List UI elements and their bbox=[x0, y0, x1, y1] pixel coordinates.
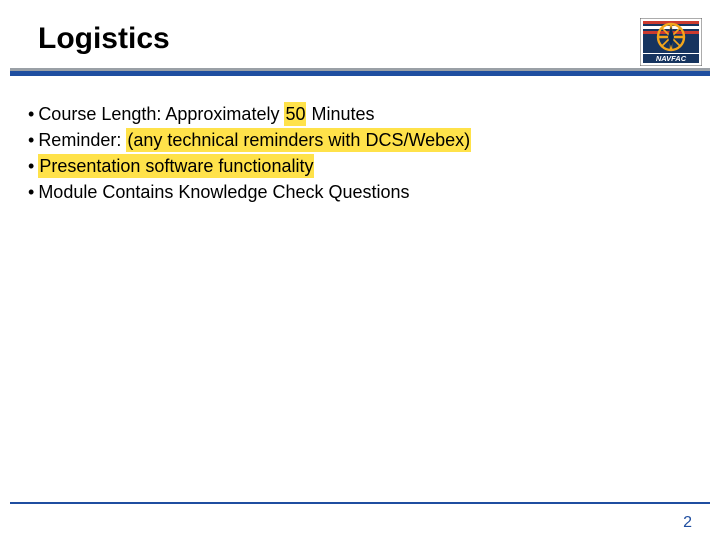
page-title: Logistics bbox=[38, 22, 170, 56]
bullet-dot-icon: • bbox=[28, 154, 38, 178]
bullet-highlight: Presentation software functionality bbox=[38, 154, 314, 178]
bullet-text: Course Length: Approximately bbox=[38, 102, 284, 126]
bullet-item: • Course Length: Approximately 50 Minute… bbox=[28, 102, 690, 126]
bullet-dot-icon: • bbox=[28, 180, 38, 204]
navfac-logo: NAVFAC bbox=[640, 18, 702, 66]
bullet-dot-icon: • bbox=[28, 128, 38, 152]
title-row: Logistics bbox=[0, 22, 720, 56]
svg-text:NAVFAC: NAVFAC bbox=[656, 54, 687, 63]
bullet-text: Minutes bbox=[306, 102, 374, 126]
bullet-dot-icon: • bbox=[28, 102, 38, 126]
bullet-highlight: 50 bbox=[284, 102, 306, 126]
bullet-text: Reminder: bbox=[38, 128, 126, 152]
bullet-item: • Presentation software functionality bbox=[28, 154, 690, 178]
bullet-item: • Reminder: (any technical reminders wit… bbox=[28, 128, 690, 152]
header-rule bbox=[10, 71, 710, 76]
bullet-text: Module Contains Knowledge Check Question… bbox=[38, 180, 409, 204]
page-number: 2 bbox=[683, 514, 692, 532]
bullet-item: • Module Contains Knowledge Check Questi… bbox=[28, 180, 690, 204]
footer-rule bbox=[10, 502, 710, 504]
bullet-list: • Course Length: Approximately 50 Minute… bbox=[28, 102, 690, 206]
bullet-highlight: (any technical reminders with DCS/Webex) bbox=[126, 128, 471, 152]
slide: Logistics NAVFAC • Course Length: Approx… bbox=[0, 0, 720, 540]
